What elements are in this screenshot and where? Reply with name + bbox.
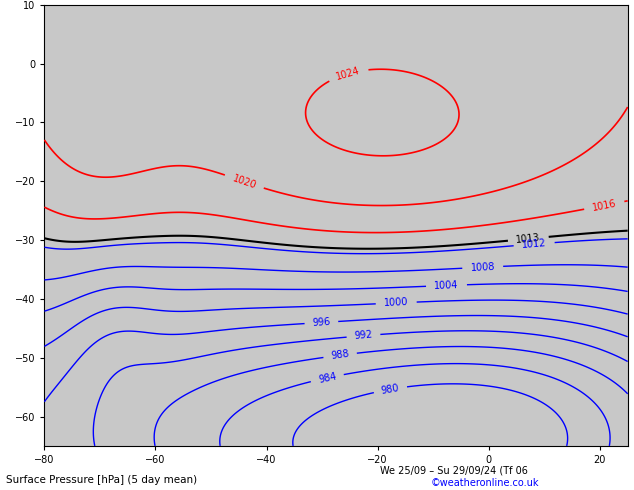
Text: 1013: 1013 [515,233,541,245]
Text: We 25/09 – Su 29/09/24 (Tf 06: We 25/09 – Su 29/09/24 (Tf 06 [380,466,528,475]
Text: 996: 996 [312,317,331,328]
Text: 1016: 1016 [592,198,618,213]
Text: ©weatheronline.co.uk: ©weatheronline.co.uk [431,478,540,488]
Text: 984: 984 [317,371,337,385]
Text: 1004: 1004 [434,280,459,291]
Text: 988: 988 [330,349,350,361]
Text: 1024: 1024 [335,65,361,82]
Text: 1020: 1020 [231,173,257,191]
Text: 980: 980 [380,383,400,396]
Text: 1012: 1012 [522,238,547,250]
Text: 992: 992 [354,330,373,342]
Text: 1000: 1000 [384,297,409,309]
Text: 1008: 1008 [470,262,495,273]
Text: Surface Pressure [hPa] (5 day mean): Surface Pressure [hPa] (5 day mean) [6,475,197,485]
